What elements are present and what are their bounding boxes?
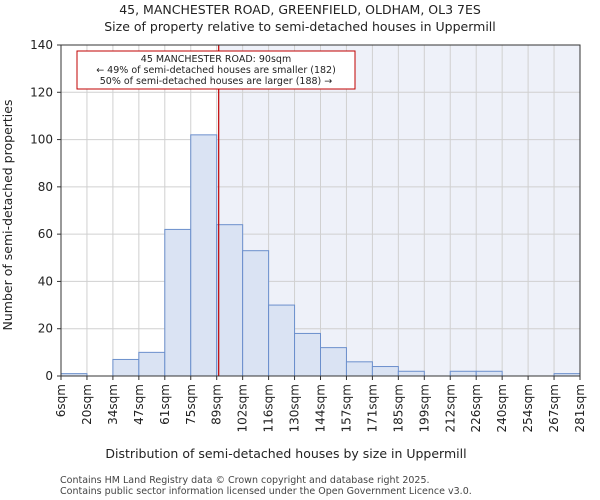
y-tick-label: 120 bbox=[30, 85, 53, 99]
x-tick-label: 102sqm bbox=[236, 384, 250, 432]
x-axis-label: Distribution of semi-detached houses by … bbox=[105, 446, 466, 461]
y-tick-label: 20 bbox=[38, 322, 53, 336]
bar bbox=[345, 361, 373, 377]
x-tick-label: 240sqm bbox=[495, 384, 509, 432]
x-tick-label: 199sqm bbox=[417, 384, 431, 432]
bar bbox=[112, 358, 140, 377]
annotation-larger: 50% of semi-detached houses are larger (… bbox=[100, 76, 333, 87]
bar bbox=[320, 347, 347, 377]
x-axis-ticks: 6sqm 20sqm 34sqm 47sqm 61sqm 75sqm 89sqm 102sqm… bbox=[54, 376, 587, 432]
x-tick-label: 20sqm bbox=[80, 384, 94, 425]
grid bbox=[60, 44, 581, 377]
x-tick-label: 89sqm bbox=[210, 384, 224, 425]
bar bbox=[475, 370, 503, 377]
x-tick-label: 47sqm bbox=[132, 384, 146, 425]
bar bbox=[294, 332, 321, 377]
x-tick-label: 157sqm bbox=[339, 384, 353, 432]
y-tick-label: 0 bbox=[45, 369, 53, 383]
x-tick-label: 116sqm bbox=[262, 384, 276, 432]
x-tick-label: 6sqm bbox=[54, 384, 68, 417]
x-tick-label: 281sqm bbox=[573, 384, 587, 432]
bar bbox=[216, 224, 244, 377]
bar bbox=[371, 366, 399, 377]
bars bbox=[60, 134, 581, 377]
y-tick-label: 140 bbox=[30, 38, 53, 52]
x-tick-label: 144sqm bbox=[314, 384, 328, 432]
bar bbox=[242, 250, 270, 377]
x-tick-label: 34sqm bbox=[106, 384, 120, 425]
annotation-box: 45 MANCHESTER ROAD: 90sqm ← 49% of semi-… bbox=[76, 50, 356, 90]
y-axis-ticks: 0 20 40 60 80 100 120 140 bbox=[30, 38, 61, 383]
bar bbox=[190, 134, 218, 377]
chart-title: 45, MANCHESTER ROAD, GREENFIELD, OLDHAM,… bbox=[119, 2, 481, 17]
y-axis-label: Number of semi-detached properties bbox=[0, 100, 15, 331]
x-tick-label: 171sqm bbox=[365, 384, 379, 432]
footer-line-2: Contains public sector information licen… bbox=[60, 486, 472, 497]
bar bbox=[449, 370, 477, 377]
bar bbox=[138, 351, 166, 377]
x-tick-label: 185sqm bbox=[391, 384, 405, 432]
footer-line-1: Contains HM Land Registry data © Crown c… bbox=[60, 475, 430, 486]
x-tick-label: 212sqm bbox=[443, 384, 457, 432]
x-tick-label: 254sqm bbox=[521, 384, 535, 432]
bar bbox=[164, 228, 192, 377]
bar bbox=[268, 304, 296, 377]
annotation-smaller: ← 49% of semi-detached houses are smalle… bbox=[96, 65, 336, 76]
x-tick-label: 267sqm bbox=[547, 384, 561, 432]
bar bbox=[397, 370, 425, 377]
y-tick-label: 80 bbox=[38, 180, 53, 194]
y-tick-label: 60 bbox=[38, 227, 53, 241]
annotation-title: 45 MANCHESTER ROAD: 90sqm bbox=[141, 54, 291, 65]
y-tick-label: 40 bbox=[38, 274, 53, 288]
x-tick-label: 61sqm bbox=[158, 384, 172, 425]
x-tick-label: 75sqm bbox=[184, 384, 198, 425]
y-tick-label: 100 bbox=[30, 133, 53, 147]
chart-subtitle: Size of property relative to semi-detach… bbox=[104, 19, 496, 34]
x-tick-label: 226sqm bbox=[469, 384, 483, 432]
x-tick-label: 130sqm bbox=[288, 384, 302, 432]
